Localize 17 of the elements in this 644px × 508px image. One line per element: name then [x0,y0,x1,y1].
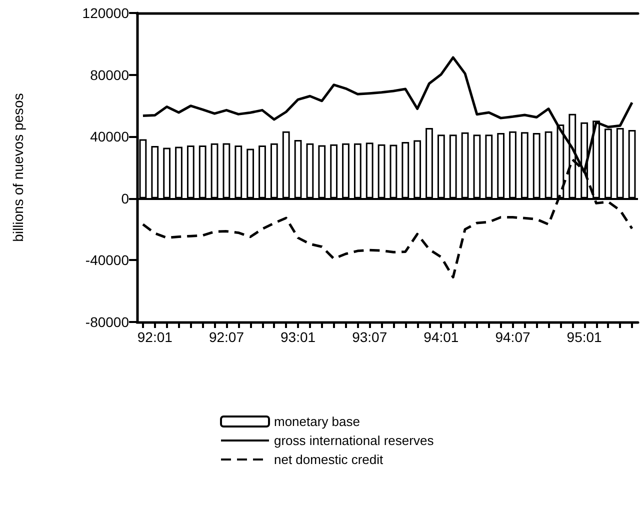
y-axis-title: billions of nuevos pesos [10,93,26,242]
x-tick-label: 94:01 [424,329,459,345]
x-tick-label: 95:01 [566,329,602,345]
y-tick-label: -40000 [85,252,130,268]
legend-label: net domestic credit [274,452,384,467]
legend-label: monetary base [274,414,360,429]
y-tick-label: 0 [121,190,130,206]
x-tick-label: 93:07 [352,329,388,345]
x-tick-label: 92:07 [208,329,244,345]
y-tick-label: 120000 [82,5,130,21]
x-tick-label: 92:01 [137,329,173,345]
y-tick-label: 80000 [90,66,130,83]
y-tick-label: 40000 [90,128,130,145]
legend-label: gross international reserves [274,433,434,448]
x-tick-label: 94:07 [495,329,530,345]
x-tick-label: 93:01 [280,329,316,345]
y-tick-label: -80000 [85,314,130,330]
